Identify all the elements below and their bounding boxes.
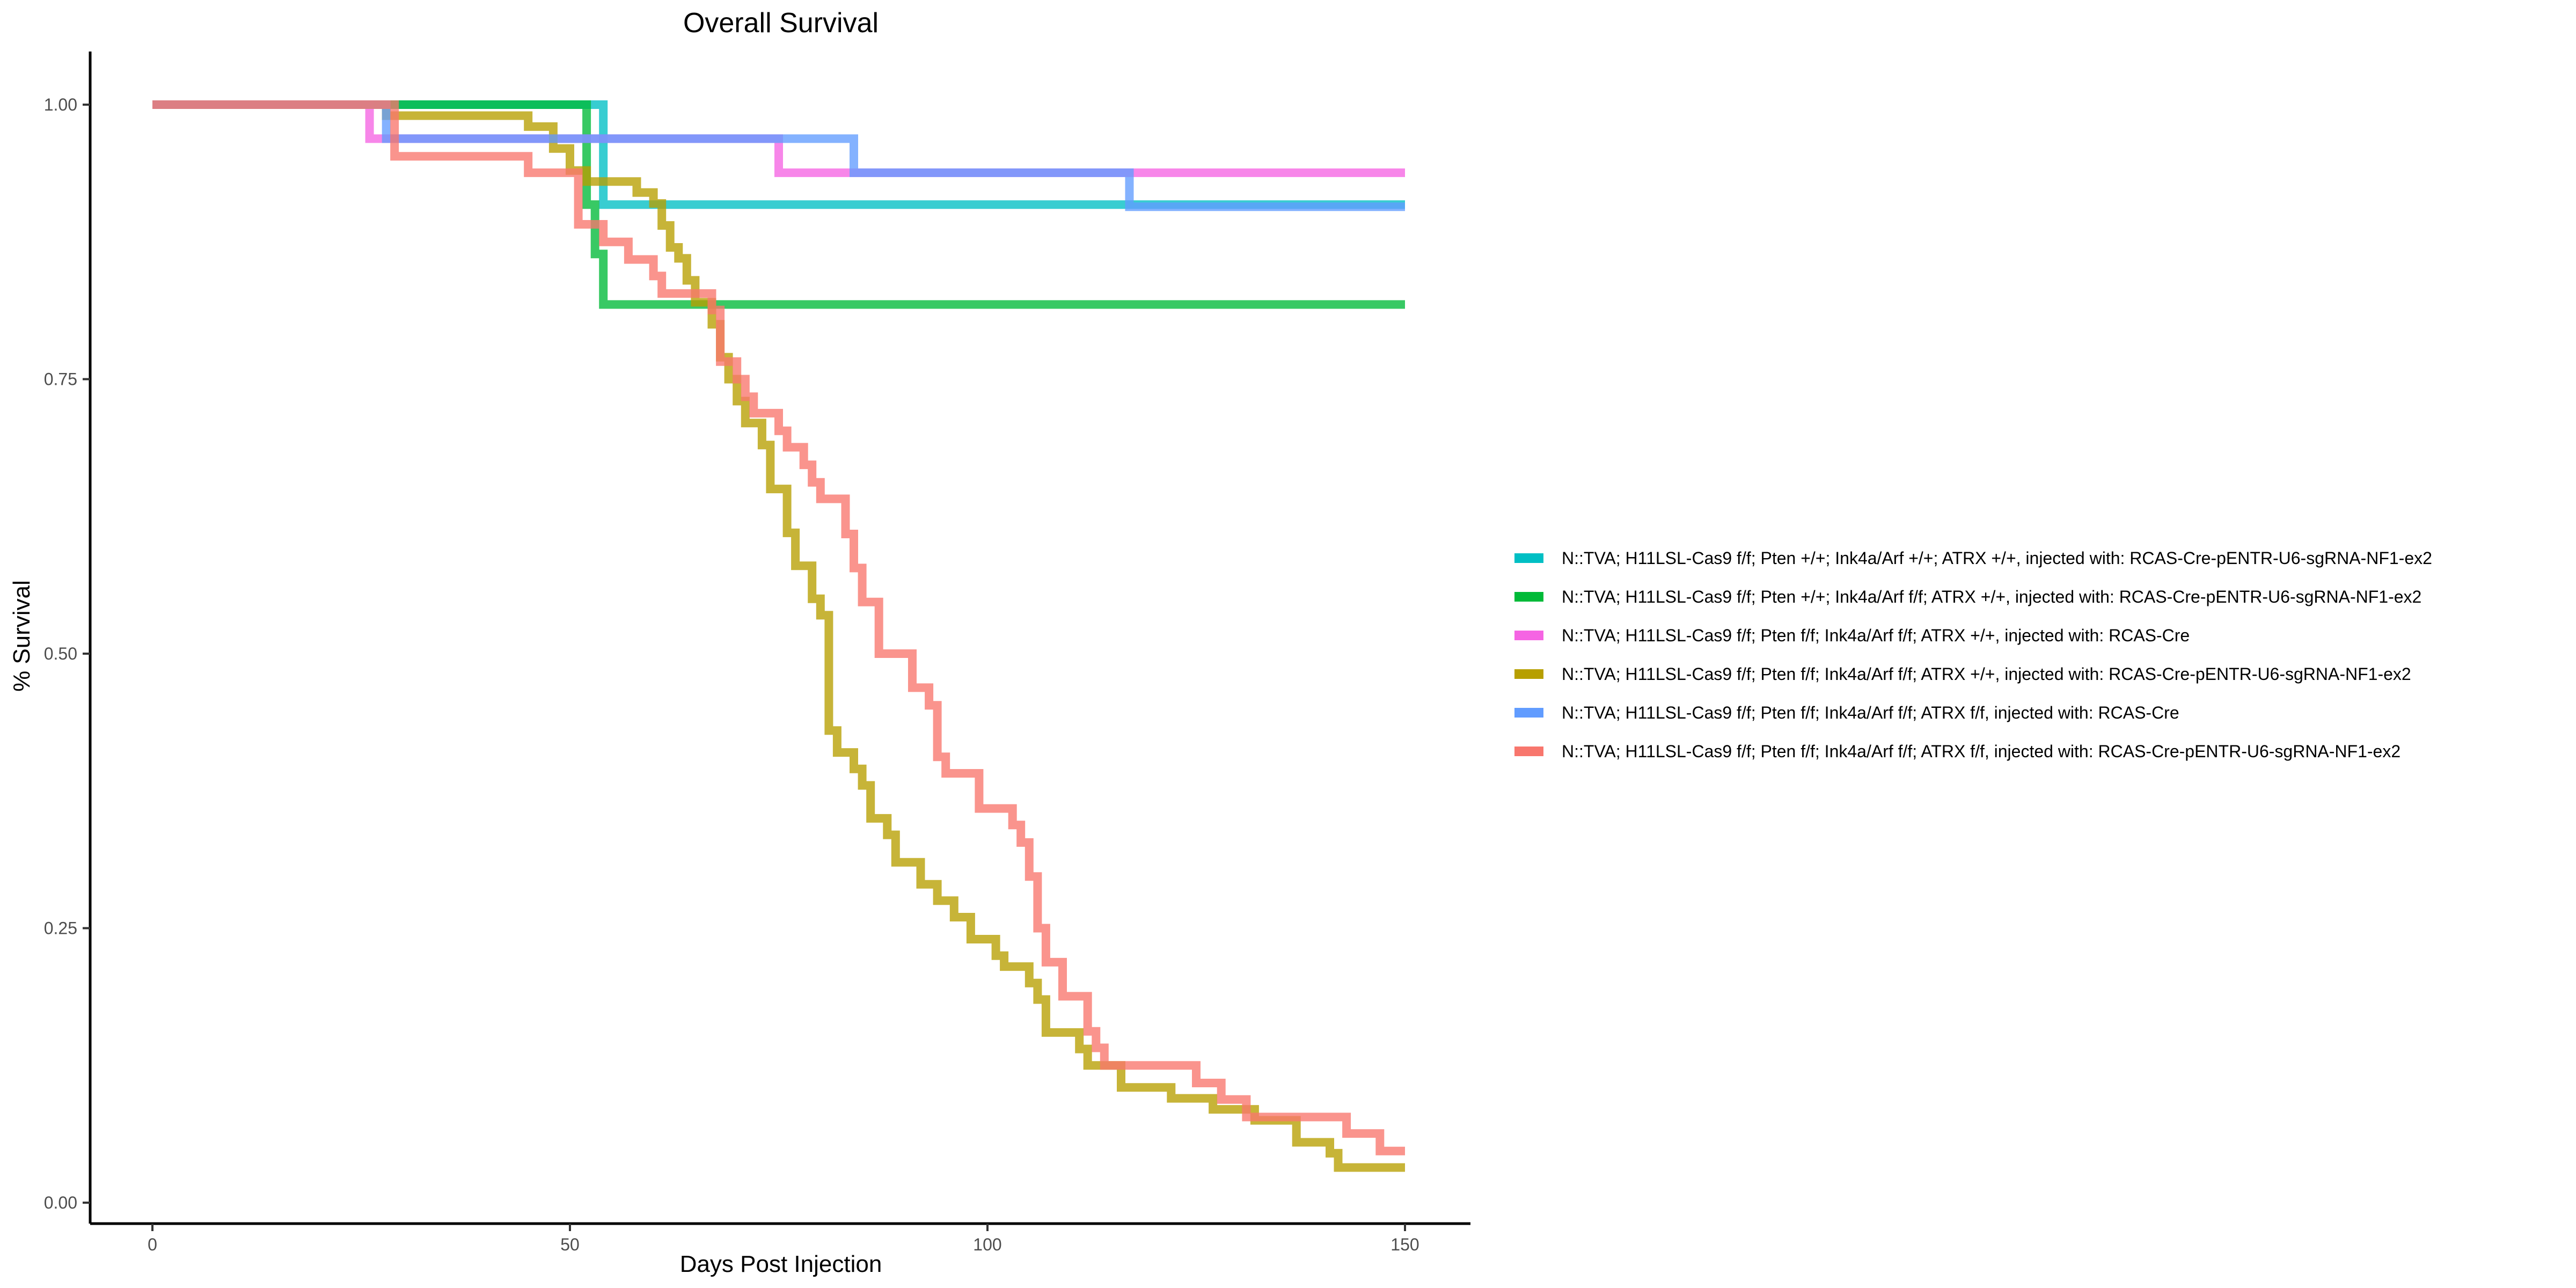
x-axis: 0 50 100 150	[90, 1222, 1470, 1254]
x-tick-label: 50	[560, 1235, 580, 1254]
y-axis: 0.00 0.25 0.50 0.75 1.00	[44, 52, 92, 1224]
y-tick-label: 0.50	[44, 644, 77, 663]
legend-label-3: N::TVA; H11LSL-Cas9 f/f; Pten f/f; Ink4a…	[1562, 626, 2190, 645]
y-axis-title: % Survival	[9, 580, 35, 692]
legend-swatch-1	[1514, 553, 1543, 563]
legend-label-1: N::TVA; H11LSL-Cas9 f/f; Pten +/+; Ink4a…	[1562, 548, 2432, 568]
legend-swatch-3	[1514, 631, 1543, 640]
x-tick-label: 100	[973, 1235, 1001, 1254]
series-line-6	[152, 100, 1405, 1155]
legend-swatch-5	[1514, 708, 1543, 718]
legend-label-4: N::TVA; H11LSL-Cas9 f/f; Pten f/f; Ink4a…	[1562, 664, 2411, 684]
series-line-2	[152, 100, 1405, 309]
chart-title: Overall Survival	[683, 8, 879, 39]
x-tick-label: 150	[1391, 1235, 1419, 1254]
legend-label-6: N::TVA; H11LSL-Cas9 f/f; Pten f/f; Ink4a…	[1562, 742, 2401, 761]
legend-swatch-2	[1514, 592, 1543, 602]
x-axis-title: Days Post Injection	[680, 1251, 882, 1277]
legend-label-5: N::TVA; H11LSL-Cas9 f/f; Pten f/f; Ink4a…	[1562, 703, 2179, 722]
legend-swatch-4	[1514, 669, 1543, 679]
x-tick-label: 0	[148, 1235, 157, 1254]
y-tick-label: 0.75	[44, 370, 77, 389]
legend-label-2: N::TVA; H11LSL-Cas9 f/f; Pten +/+; Ink4a…	[1562, 587, 2421, 606]
series-line-4	[152, 100, 1405, 1172]
legend-swatch-6	[1514, 747, 1543, 756]
legend: N::TVA; H11LSL-Cas9 f/f; Pten +/+; Ink4a…	[1514, 548, 2432, 761]
y-tick-label: 1.00	[44, 95, 77, 114]
y-tick-label: 0.25	[44, 919, 77, 938]
series-layer	[152, 100, 1405, 1172]
series-line-5	[152, 100, 1405, 211]
y-tick-label: 0.00	[44, 1193, 77, 1212]
